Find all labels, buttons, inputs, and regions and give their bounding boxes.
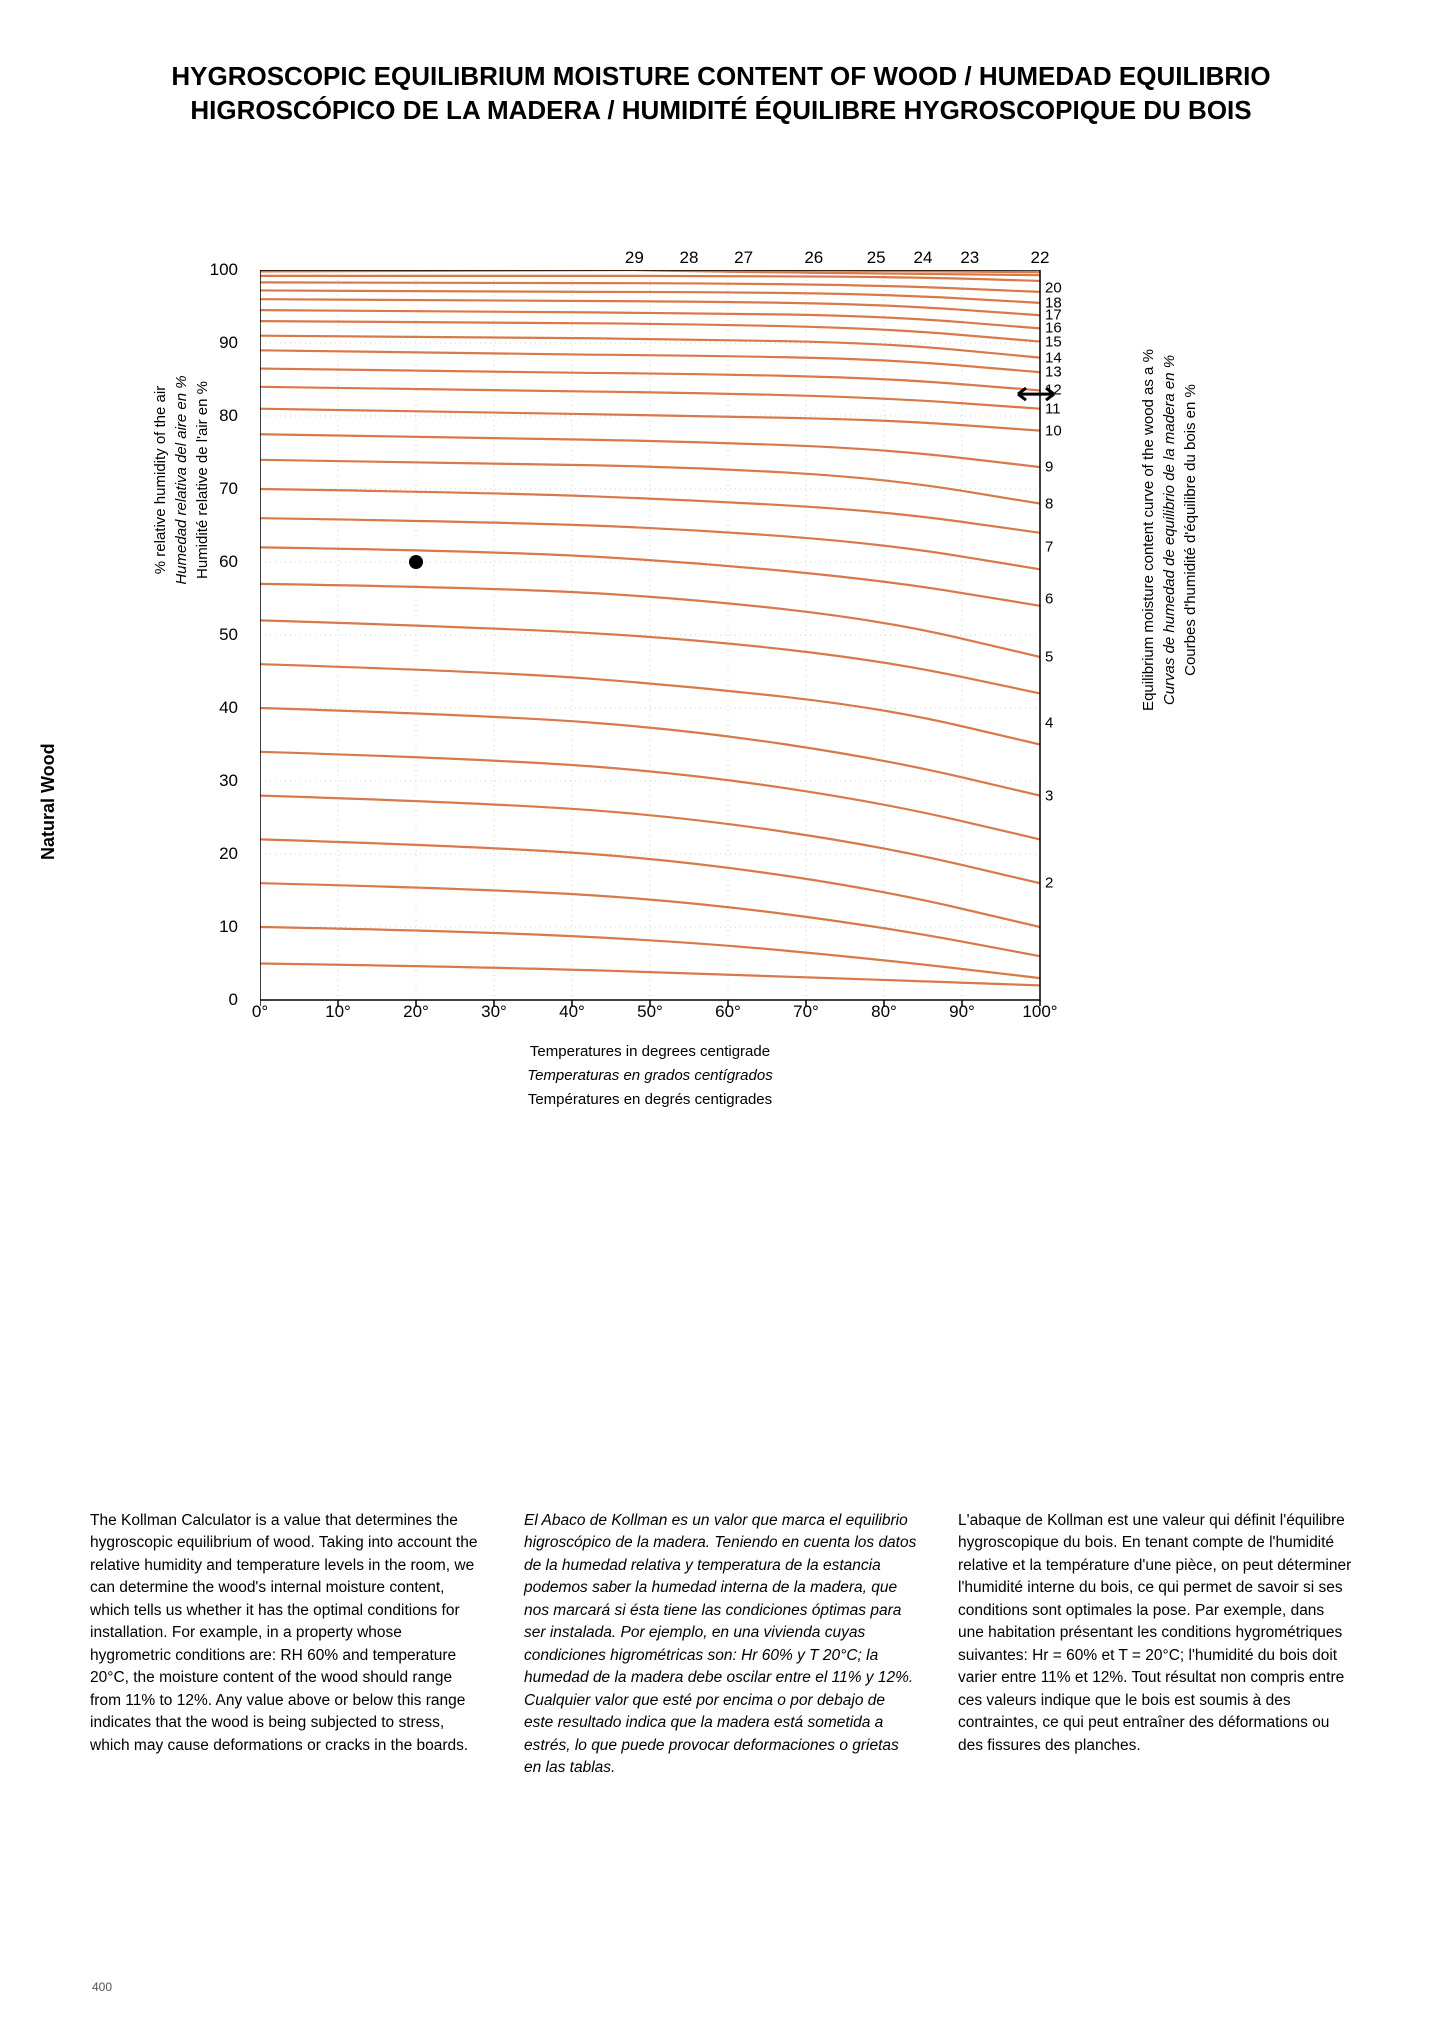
right-title-fr: Courbes d'humidité d'équilibre du bois e… bbox=[1180, 280, 1201, 780]
title-line-2: HIGROSCÓPICO DE LA MADERA / HUMIDITÉ ÉQU… bbox=[190, 95, 1251, 125]
x-title-fr: Températures en degrés centigrades bbox=[260, 1088, 1040, 1112]
right-axis-title: Equilibrium moisture content curve of th… bbox=[1138, 280, 1201, 780]
y-tick: 80 bbox=[219, 406, 238, 426]
page-number: 400 bbox=[92, 1980, 112, 1994]
y-tick: 50 bbox=[219, 625, 238, 645]
y-tick: 70 bbox=[219, 479, 238, 499]
top-curve-label: 28 bbox=[680, 248, 699, 268]
top-curve-label: 24 bbox=[914, 248, 933, 268]
x-axis-title: Temperatures in degrees centigrade Tempe… bbox=[260, 1040, 1040, 1112]
top-curve-label: 22 bbox=[1031, 248, 1050, 268]
chart-area bbox=[260, 270, 1140, 1150]
y-tick: 0 bbox=[229, 990, 238, 1010]
top-curve-label: 25 bbox=[867, 248, 886, 268]
description-columns: The Kollman Calculator is a value that d… bbox=[90, 1510, 1352, 1780]
text-english: The Kollman Calculator is a value that d… bbox=[90, 1510, 484, 1780]
top-curve-label: 26 bbox=[804, 248, 823, 268]
x-title-en: Temperatures in degrees centigrade bbox=[260, 1040, 1040, 1064]
y-tick: 40 bbox=[219, 698, 238, 718]
y-tick: 100 bbox=[210, 260, 238, 280]
top-curve-label: 27 bbox=[734, 248, 753, 268]
y-tick: 90 bbox=[219, 333, 238, 353]
y-axis-ticks: 0102030405060708090100 bbox=[168, 270, 238, 1000]
text-french: L'abaque de Kollman est une valeur qui d… bbox=[958, 1510, 1352, 1780]
y-tick: 60 bbox=[219, 552, 238, 572]
right-title-es: Curvas de humedad de equilibrio de la ma… bbox=[1159, 280, 1180, 780]
top-curve-label: 23 bbox=[960, 248, 979, 268]
right-title-en: Equilibrium moisture content curve of th… bbox=[1138, 280, 1159, 780]
y-tick: 10 bbox=[219, 917, 238, 937]
top-curve-labels: 2928272625242322 bbox=[260, 248, 1040, 270]
top-curve-label: 29 bbox=[625, 248, 644, 268]
y-tick: 30 bbox=[219, 771, 238, 791]
x-title-es: Temperaturas en grados centígrados bbox=[260, 1064, 1040, 1088]
section-label: Natural Wood bbox=[38, 743, 59, 860]
text-spanish: El Abaco de Kollman es un valor que marc… bbox=[524, 1510, 918, 1780]
title-line-1: HYGROSCOPIC EQUILIBRIUM MOISTURE CONTENT… bbox=[171, 61, 1270, 91]
kollman-chart bbox=[260, 270, 1140, 1150]
page-title: HYGROSCOPIC EQUILIBRIUM MOISTURE CONTENT… bbox=[80, 60, 1362, 128]
y-tick: 20 bbox=[219, 844, 238, 864]
